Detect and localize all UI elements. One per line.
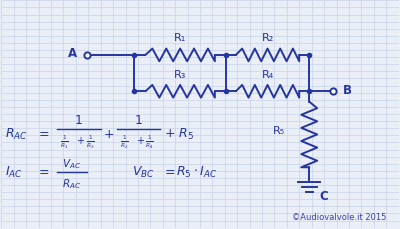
Text: $\frac{1}{R_2}$: $\frac{1}{R_2}$ <box>120 133 129 150</box>
Text: ©Audiovalvole.it 2015: ©Audiovalvole.it 2015 <box>292 212 387 221</box>
Text: $V_{AC}$: $V_{AC}$ <box>62 156 82 170</box>
Text: =: = <box>39 127 50 140</box>
Text: + $R_5$: + $R_5$ <box>164 126 194 141</box>
Text: +: + <box>104 127 114 140</box>
Text: A: A <box>68 47 77 60</box>
Text: $I_{AC}$: $I_{AC}$ <box>5 165 23 180</box>
Text: $\frac{1}{R_1}$: $\frac{1}{R_1}$ <box>60 133 69 150</box>
Text: 1: 1 <box>134 114 142 127</box>
Text: =: = <box>164 166 175 179</box>
Text: $V_{BC}$: $V_{BC}$ <box>132 165 155 180</box>
Text: $R_{AC}$: $R_{AC}$ <box>62 177 82 190</box>
Text: C: C <box>319 189 328 202</box>
Text: $R_{AC}$: $R_{AC}$ <box>5 126 28 141</box>
Text: R₃: R₃ <box>174 69 186 79</box>
Text: 1: 1 <box>75 114 83 127</box>
Text: +: + <box>76 136 84 145</box>
Text: R₄: R₄ <box>262 69 274 79</box>
Text: =: = <box>39 166 50 179</box>
Text: R₅: R₅ <box>273 125 286 135</box>
Text: $R_5 \cdot I_{AC}$: $R_5 \cdot I_{AC}$ <box>176 165 217 180</box>
Text: $\frac{1}{R_4}$: $\frac{1}{R_4}$ <box>145 133 154 150</box>
Text: $\frac{1}{R_3}$: $\frac{1}{R_3}$ <box>86 133 94 150</box>
Text: R₁: R₁ <box>174 33 186 43</box>
Text: +: + <box>136 136 144 145</box>
Text: B: B <box>343 83 352 96</box>
Text: R₂: R₂ <box>262 33 274 43</box>
